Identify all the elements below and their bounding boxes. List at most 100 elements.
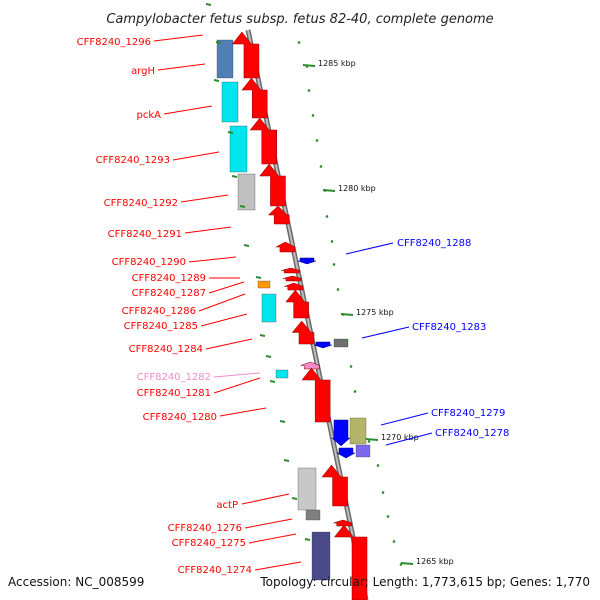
gene-arrow-cff8240_1288[interactable] bbox=[297, 257, 317, 265]
leader-line-cff8240_1291 bbox=[184, 226, 232, 234]
leader-line-argh bbox=[157, 63, 206, 71]
gene-arrow-cff8240_1281[interactable] bbox=[301, 367, 331, 423]
cog-box-argh bbox=[221, 81, 239, 123]
scale-dash-right bbox=[297, 40, 301, 45]
gene-label-cff8240_1284[interactable]: CFF8240_1284 bbox=[129, 344, 203, 355]
scale-dash-left bbox=[215, 41, 222, 44]
gene-arrow-cff8240_1293[interactable] bbox=[259, 163, 286, 207]
gene-label-cff8240_1276[interactable]: CFF8240_1276 bbox=[168, 523, 242, 534]
scale-tick-mark bbox=[365, 438, 379, 441]
scale-tick-mark bbox=[302, 64, 316, 67]
cog-box-1282 bbox=[275, 369, 289, 379]
cog-box-1287 bbox=[257, 280, 271, 289]
gene-label-cff8240_1281[interactable]: CFF8240_1281 bbox=[137, 388, 211, 399]
leader-line-cff8240_1287 bbox=[208, 281, 245, 294]
scale-dash-left bbox=[304, 538, 311, 541]
genome-summary-text: Topology: circular; Length: 1,773,615 bp… bbox=[259, 575, 590, 589]
scale-tick-mark bbox=[322, 189, 336, 192]
leader-line-cff8240_1280 bbox=[219, 407, 267, 417]
gene-label-cff8240_1296[interactable]: CFF8240_1296 bbox=[77, 37, 151, 48]
gene-arrow-cff8240_1280[interactable] bbox=[321, 464, 348, 507]
scale-dash-left bbox=[205, 3, 212, 6]
cog-box-1296 bbox=[216, 39, 234, 79]
gene-label-cff8240_1287[interactable]: CFF8240_1287 bbox=[132, 288, 206, 299]
gene-label-cff8240_1285[interactable]: CFF8240_1285 bbox=[124, 321, 198, 332]
scale-dash-left bbox=[291, 497, 298, 500]
leader-line-cff8240_1284 bbox=[205, 338, 253, 350]
gene-label-cff8240_1291[interactable]: CFF8240_1291 bbox=[108, 229, 182, 240]
leader-line-cff8240_1278 bbox=[385, 432, 433, 446]
gene-label-cff8240_1290[interactable]: CFF8240_1290 bbox=[112, 257, 186, 268]
leader-line-cff8240_1276 bbox=[244, 518, 293, 529]
cog-box-1286 bbox=[261, 293, 277, 323]
scale-dash-left bbox=[227, 131, 234, 134]
scale-dash-left bbox=[279, 420, 286, 423]
gene-arrow-cff8240_1278[interactable] bbox=[336, 447, 356, 459]
scale-dash-right bbox=[392, 539, 396, 544]
cog-box-1276 bbox=[305, 509, 321, 521]
gene-arrow-cff8240_1289[interactable] bbox=[282, 275, 302, 282]
scale-dash-right bbox=[381, 490, 385, 495]
gene-label-pcka[interactable]: pckA bbox=[137, 110, 162, 121]
scale-tick-label: 1275 kbp bbox=[356, 308, 394, 317]
gene-label-cff8240_1293[interactable]: CFF8240_1293 bbox=[96, 155, 170, 166]
scale-dash-left bbox=[243, 244, 250, 247]
gene-label-cff8240_1289[interactable]: CFF8240_1289 bbox=[132, 273, 206, 284]
gene-arrow-argh[interactable] bbox=[241, 77, 268, 119]
gene-label-cff8240_1279[interactable]: CFF8240_1279 bbox=[431, 408, 505, 419]
leader-line-cff8240_1283 bbox=[361, 326, 410, 339]
gene-label-argh[interactable]: argH bbox=[131, 66, 155, 77]
scale-dash-left bbox=[269, 380, 276, 383]
gene-arrow-pcka[interactable] bbox=[249, 117, 277, 165]
leader-line-cff8240_1275 bbox=[248, 533, 297, 544]
scale-tick-label: 1280 kbp bbox=[338, 184, 376, 193]
leader-line-cff8240_1288 bbox=[345, 242, 394, 255]
scale-dash-right bbox=[332, 262, 336, 267]
gene-label-cff8240_1280[interactable]: CFF8240_1280 bbox=[143, 412, 217, 423]
gene-arrow-cff8240_1290[interactable] bbox=[281, 267, 301, 274]
cog-box-1283 bbox=[333, 338, 349, 348]
gene-arrow-cff8240_1286[interactable] bbox=[285, 289, 309, 319]
scale-dash-left bbox=[213, 79, 220, 82]
scale-dash-right bbox=[307, 88, 311, 93]
gene-label-cff8240_1278[interactable]: CFF8240_1278 bbox=[435, 428, 509, 439]
gene-label-cff8240_1274[interactable]: CFF8240_1274 bbox=[178, 565, 252, 576]
gene-label-cff8240_1282[interactable]: CFF8240_1282 bbox=[137, 372, 211, 383]
scale-dash-right bbox=[311, 113, 315, 118]
scale-dash-right bbox=[349, 364, 353, 369]
gene-arrow-cff8240_1283[interactable] bbox=[313, 341, 333, 349]
gene-arrow-cff8240_1291[interactable] bbox=[275, 241, 296, 253]
scale-dash-right bbox=[325, 214, 329, 219]
gene-label-cff8240_1283[interactable]: CFF8240_1283 bbox=[412, 322, 486, 333]
gene-label-cff8240_1286[interactable]: CFF8240_1286 bbox=[122, 306, 196, 317]
leader-line-cff8240_1286 bbox=[198, 293, 246, 312]
cog-box-pcka bbox=[229, 125, 248, 173]
gene-label-actp[interactable]: actP bbox=[216, 500, 238, 511]
leader-line-cff8240_1296 bbox=[153, 34, 204, 42]
scale-tick-label: 1265 kbp bbox=[416, 557, 454, 566]
gene-label-cff8240_1288[interactable]: CFF8240_1288 bbox=[397, 238, 471, 249]
leader-line-cff8240_1292 bbox=[180, 194, 229, 203]
gene-label-cff8240_1292[interactable]: CFF8240_1292 bbox=[104, 198, 178, 209]
cog-box-1279 bbox=[349, 417, 367, 445]
scale-tick-label: 1285 kbp bbox=[318, 59, 356, 68]
scale-dash-right bbox=[315, 138, 319, 143]
leader-line-cff8240_1293 bbox=[172, 151, 220, 161]
leader-line-actp bbox=[241, 493, 290, 505]
scale-dash-right bbox=[367, 439, 371, 444]
leader-line-cff8240_1279 bbox=[380, 412, 429, 426]
cog-box-1293 bbox=[237, 173, 256, 211]
leader-line-cff8240_1290 bbox=[188, 256, 237, 263]
gene-arrow-cff8240_1279[interactable] bbox=[331, 419, 351, 447]
gene-arrow-cff8240_1296[interactable] bbox=[231, 31, 260, 79]
map-title: Campylobacter fetus subsp. fetus 82-40, … bbox=[106, 12, 493, 27]
scale-dash-right bbox=[336, 287, 340, 292]
scale-dash-right bbox=[345, 338, 349, 343]
scale-dash-right bbox=[376, 463, 380, 468]
gene-arrow-cff8240_1276[interactable] bbox=[333, 524, 368, 600]
gene-arrow-cff8240_1292[interactable] bbox=[267, 205, 290, 225]
gene-arrow-cff8240_1285[interactable] bbox=[291, 320, 315, 345]
leader-line-cff8240_1285 bbox=[200, 313, 248, 327]
gene-label-cff8240_1275[interactable]: CFF8240_1275 bbox=[172, 538, 246, 549]
